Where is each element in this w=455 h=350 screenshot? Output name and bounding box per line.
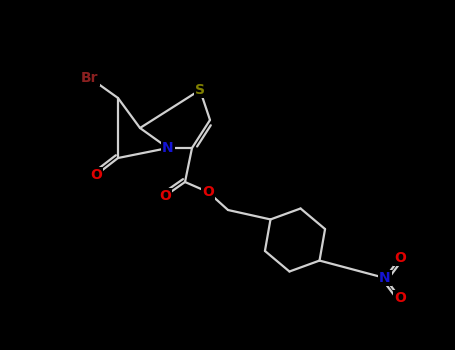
Text: Br: Br <box>81 71 99 85</box>
Text: S: S <box>195 83 205 97</box>
Text: O: O <box>159 189 171 203</box>
Text: N: N <box>379 271 391 285</box>
Text: O: O <box>202 185 214 199</box>
Text: O: O <box>90 168 102 182</box>
Text: O: O <box>394 291 406 305</box>
Text: O: O <box>394 251 406 265</box>
Text: N: N <box>162 141 174 155</box>
